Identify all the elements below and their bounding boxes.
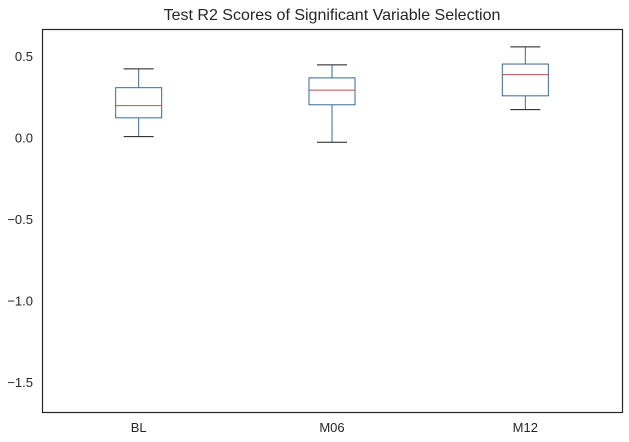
iqr-box (308, 77, 356, 106)
y-tick-label: 0.5 (15, 49, 33, 64)
plot-area (115, 46, 549, 143)
y-axis: 0.5 0.0 −0.5 −1.0 −1.5 (7, 49, 33, 390)
chart-title: Test R2 Scores of Significant Variable S… (164, 7, 501, 24)
x-tick-label: M12 (513, 420, 538, 435)
x-axis: BL M06 M12 (131, 420, 538, 435)
box-group-m06 (308, 64, 356, 143)
box-group-bl (115, 68, 163, 138)
y-tick-label: −1.5 (7, 375, 33, 390)
box-group-m12 (501, 46, 549, 111)
y-tick-label: −1.0 (7, 294, 33, 309)
iqr-box (115, 87, 163, 119)
x-tick-label: BL (131, 420, 147, 435)
x-tick-label: M06 (319, 420, 344, 435)
plot-frame (41, 28, 624, 414)
iqr-box (501, 63, 549, 97)
y-tick-label: −0.5 (7, 212, 33, 227)
y-tick-label: 0.0 (15, 131, 33, 146)
